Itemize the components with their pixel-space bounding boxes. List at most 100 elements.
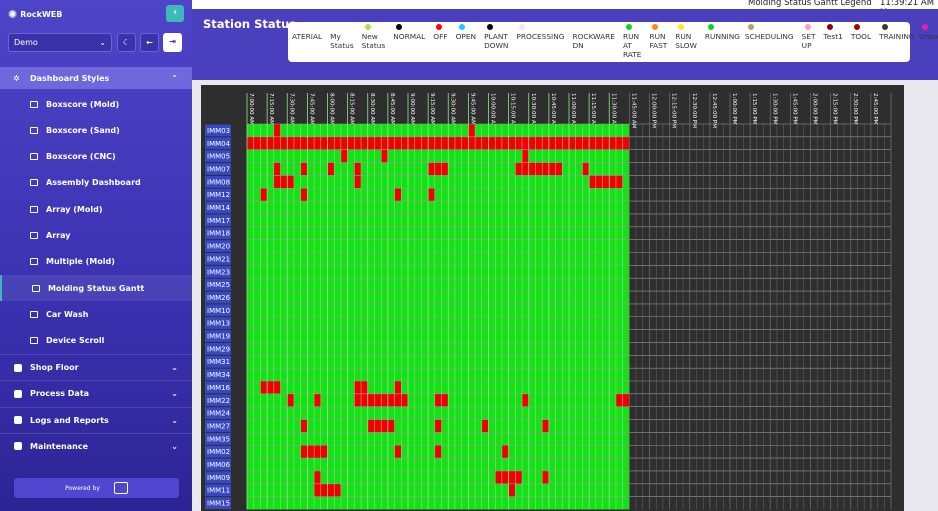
row-label-bg <box>205 188 231 201</box>
off-cell <box>361 136 368 150</box>
time-label: 8:15:00 AM <box>349 93 355 125</box>
menu-item[interactable]: Array <box>0 223 192 249</box>
row-label: IMM10 <box>207 307 230 315</box>
menu-item[interactable]: Boxscore (CNC) <box>0 144 192 170</box>
off-cell <box>408 136 415 150</box>
menu-icon <box>30 258 38 266</box>
off-cell <box>495 136 502 150</box>
time-label: 12:15:00 PM <box>671 93 677 128</box>
run-bar <box>247 496 630 510</box>
menu-item[interactable]: Device Scroll <box>0 328 192 354</box>
row-label-bg <box>205 458 231 471</box>
row-label: IMM17 <box>207 217 230 225</box>
off-cell <box>434 393 442 407</box>
off-cell <box>548 162 556 176</box>
legend-item: OFF <box>429 24 451 62</box>
logout-button[interactable]: ⇥ <box>163 33 182 52</box>
menu-item[interactable]: Array (Mold) <box>0 196 192 222</box>
chevron: ⌄ <box>171 363 178 372</box>
menu-item[interactable]: Car Wash <box>0 301 192 327</box>
off-cell <box>253 136 261 150</box>
group-icon <box>14 389 22 398</box>
legend-item: RUN AT RATE <box>619 24 646 62</box>
legend-item: ROCKWARE DN <box>568 24 618 62</box>
menu-group[interactable]: Maintenance ⌄ <box>0 432 192 459</box>
row-label-bg <box>205 497 231 509</box>
menu-item[interactable]: Assembly Dashboard <box>0 170 192 196</box>
off-cell <box>515 470 523 484</box>
row-label: IMM03 <box>207 127 230 135</box>
row-label-bg <box>205 445 231 458</box>
off-cell <box>441 393 449 407</box>
time-label: 10:00:00 AM <box>490 93 496 129</box>
off-cell <box>508 136 516 150</box>
row-label-bg <box>205 253 231 265</box>
menu-item[interactable]: Molding Status Gantt <box>0 275 192 302</box>
legend-label: NORMAL <box>393 32 426 41</box>
off-cell <box>273 162 281 176</box>
legend-swatch <box>707 24 714 30</box>
collapse-button[interactable]: ‹ <box>166 5 184 22</box>
back-button[interactable]: ← <box>140 33 159 52</box>
run-bar <box>247 470 630 484</box>
legend-swatch <box>922 24 929 30</box>
time-label: 1:45:00 PM <box>791 93 797 125</box>
run-bar <box>247 291 630 304</box>
off-cell <box>522 393 529 407</box>
time-label: 2:00:00 PM <box>812 93 818 125</box>
off-cell <box>394 188 402 202</box>
menu-group[interactable]: Shop Floor ⌄ <box>0 354 192 380</box>
row-label-bg <box>205 175 231 188</box>
legend-label: RUN FAST <box>649 32 668 50</box>
chevron: ⌄ <box>171 441 178 451</box>
section-header[interactable]: ✲ Dashboard Styles ⌃ <box>0 67 192 89</box>
legend: ATERIAL My Status New Status NORMAL OFF OPEN P… <box>288 22 938 62</box>
legend-label: SCHEDULING <box>744 32 794 41</box>
off-cell <box>535 162 543 176</box>
row-label: IMM26 <box>207 294 231 302</box>
legend-label: TRAINING <box>879 32 915 41</box>
menu-group[interactable]: Process Data ⌄ <box>0 380 192 406</box>
off-cell <box>428 136 435 150</box>
off-cell <box>394 136 402 150</box>
run-bar <box>247 355 630 369</box>
menu-item[interactable]: Boxscore (Mold) <box>0 91 192 117</box>
group-label: Shop Floor <box>30 363 79 372</box>
off-cell <box>300 445 308 459</box>
menu-item[interactable]: Multiple (Mold) <box>0 249 192 275</box>
off-cell <box>475 136 482 150</box>
off-cell <box>401 136 408 150</box>
menu-icon <box>32 284 40 292</box>
off-cell <box>609 136 616 150</box>
legend-swatch <box>364 24 371 30</box>
run-bar <box>247 483 630 497</box>
legend-item: OPEN <box>452 24 480 62</box>
chevron: ⌄ <box>171 415 178 425</box>
menu-group[interactable]: Logs and Reports ⌄ <box>0 406 192 433</box>
legend-label: OFF <box>433 32 448 41</box>
off-cell <box>367 393 375 407</box>
site-select[interactable]: Demo ⌄ <box>8 33 112 52</box>
run-bar <box>247 329 630 343</box>
time-label: 12:00:00 PM <box>651 93 657 128</box>
row-label: IMM20 <box>207 243 230 251</box>
off-cell <box>381 136 388 150</box>
run-bar <box>247 188 630 202</box>
run-bar <box>247 432 630 446</box>
off-cell <box>575 136 583 150</box>
row-label-bg <box>205 484 231 497</box>
legend-item: NORMAL <box>389 24 429 62</box>
group-label: Maintenance <box>30 441 89 451</box>
menu-icon <box>30 337 38 345</box>
off-cell <box>340 149 348 163</box>
run-bar <box>247 342 630 356</box>
off-cell <box>428 188 435 202</box>
menu-label: Boxscore (CNC) <box>46 152 116 162</box>
row-label-bg <box>205 124 231 137</box>
legend-item: PLANT DOWN <box>480 24 512 62</box>
menu-item[interactable]: Boxscore (Sand) <box>0 117 192 143</box>
time-label: 10:30:00 AM <box>530 93 536 129</box>
legend-swatch <box>458 24 465 30</box>
time-label: 12:30:00 PM <box>691 93 697 128</box>
theme-button[interactable]: ☾ <box>117 33 136 52</box>
